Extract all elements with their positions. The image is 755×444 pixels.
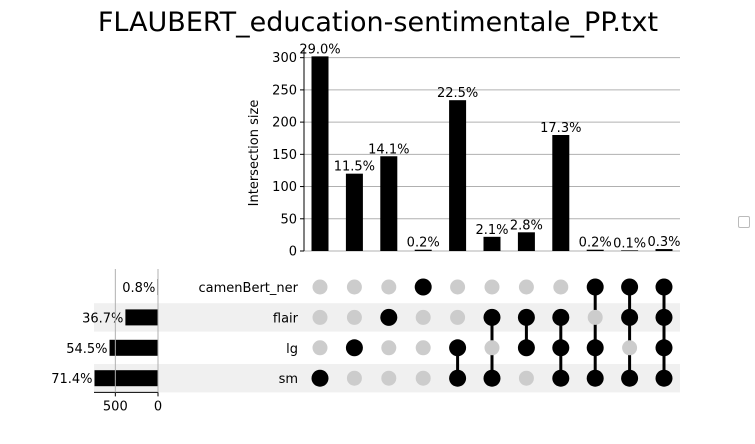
matrix-dot-inactive (587, 309, 603, 325)
set-total-label: 71.4% (51, 372, 92, 387)
matrix-dot-inactive (518, 370, 534, 386)
matrix-dot-active (621, 308, 639, 326)
matrix-dot-inactive (346, 309, 362, 325)
matrix-dot-inactive (484, 340, 500, 356)
intersection-bar (552, 135, 570, 251)
set-label: camenBert_ner (199, 281, 299, 296)
intersection-bar-label: 2.1% (475, 223, 508, 238)
matrix-dot-active (586, 339, 604, 357)
matrix-dot-inactive (622, 340, 638, 356)
matrix-dot-active (311, 369, 329, 387)
matrix-dot-inactive (381, 370, 397, 386)
set-total-bar (94, 370, 158, 387)
matrix-dot-active (483, 308, 501, 326)
intersection-bar (517, 232, 535, 251)
intersection-bar (621, 250, 639, 251)
matrix-dot-active (483, 369, 501, 387)
chart-title: FLAUBERT_education-sentimentale_PP.txt (98, 7, 658, 38)
set-total-label: 0.8% (122, 281, 155, 296)
matrix-dot-active (552, 339, 570, 357)
set-total-label: 36.7% (82, 311, 123, 326)
set-label: sm (279, 372, 298, 387)
intersection-bar (483, 236, 501, 251)
matrix-dot-active (345, 339, 363, 357)
intersection-bar (380, 156, 398, 251)
intersection-bar-label: 0.1% (613, 236, 646, 251)
matrix-dot-active (552, 369, 570, 387)
intersection-bar (345, 173, 363, 251)
set-total-label: 54.5% (66, 342, 107, 357)
matrix-dot-active (586, 278, 604, 296)
matrix-dot-inactive (312, 279, 328, 295)
matrix-dot-inactive (312, 340, 328, 356)
matrix-dot-active (655, 278, 673, 296)
y-tick-label: 150 (272, 148, 297, 163)
matrix-dot-inactive (415, 340, 431, 356)
matrix-dot-inactive (312, 309, 328, 325)
intersection-bar (655, 249, 673, 251)
matrix-dot-active (449, 339, 467, 357)
matrix-dot-inactive (346, 370, 362, 386)
matrix-dot-active (414, 278, 432, 296)
y-tick-label: 300 (272, 51, 297, 66)
matrix-dot-active (517, 308, 535, 326)
matrix-dot-active (621, 369, 639, 387)
matrix-dot-active (449, 369, 467, 387)
set-label: flair (273, 311, 299, 326)
set-total-tick-label: 500 (103, 399, 128, 414)
matrix-dot-active (552, 308, 570, 326)
matrix-dot-inactive (381, 340, 397, 356)
matrix-dot-active (621, 278, 639, 296)
intersection-bar-label: 11.5% (334, 160, 375, 175)
y-tick-label: 0 (289, 245, 297, 260)
intersection-bar (449, 100, 467, 251)
matrix-dot-active (655, 369, 673, 387)
matrix-dot-inactive (518, 279, 534, 295)
matrix-dot-inactive (484, 279, 500, 295)
matrix-dot-active (586, 369, 604, 387)
matrix-dot-inactive (553, 279, 569, 295)
intersection-bar (414, 249, 432, 251)
matrix-dot-active (380, 308, 398, 326)
set-total-bar (125, 309, 158, 326)
intersection-bar-label: 17.3% (540, 121, 581, 136)
intersection-bar-label: 0.3% (647, 235, 680, 250)
matrix-dot-inactive (415, 309, 431, 325)
matrix-dot-inactive (450, 279, 466, 295)
y-axis-label: Intersection size (247, 100, 262, 207)
intersection-bar-label: 0.2% (407, 236, 440, 251)
matrix-dot-active (655, 308, 673, 326)
intersection-bar (586, 249, 604, 251)
y-tick-label: 50 (280, 212, 297, 227)
intersection-bar-label: 14.1% (368, 142, 409, 157)
matrix-dot-inactive (346, 279, 362, 295)
intersection-bar-label: 22.5% (437, 86, 478, 101)
matrix-dot-inactive (415, 370, 431, 386)
y-tick-label: 250 (272, 83, 297, 98)
intersection-bar-label: 29.0% (299, 42, 340, 57)
matrix-dot-active (655, 339, 673, 357)
y-tick-label: 200 (272, 116, 297, 131)
matrix-dot-inactive (381, 279, 397, 295)
set-total-bar (109, 339, 158, 356)
set-total-tick-label: 0 (154, 399, 162, 414)
legend-box (738, 216, 750, 228)
intersection-bar-label: 2.8% (510, 218, 543, 233)
intersection-bar-label: 0.2% (579, 236, 612, 251)
y-tick-label: 100 (272, 180, 297, 195)
matrix-dot-active (517, 339, 535, 357)
intersection-bar (311, 56, 329, 251)
matrix-dot-inactive (450, 309, 466, 325)
set-label: lg (286, 342, 298, 357)
